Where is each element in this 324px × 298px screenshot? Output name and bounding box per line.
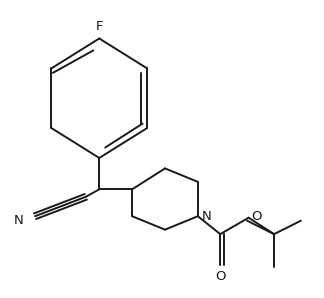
Text: O: O <box>251 210 261 223</box>
Text: N: N <box>13 214 23 227</box>
Text: F: F <box>96 19 103 32</box>
Text: N: N <box>202 210 211 223</box>
Text: O: O <box>215 270 226 283</box>
